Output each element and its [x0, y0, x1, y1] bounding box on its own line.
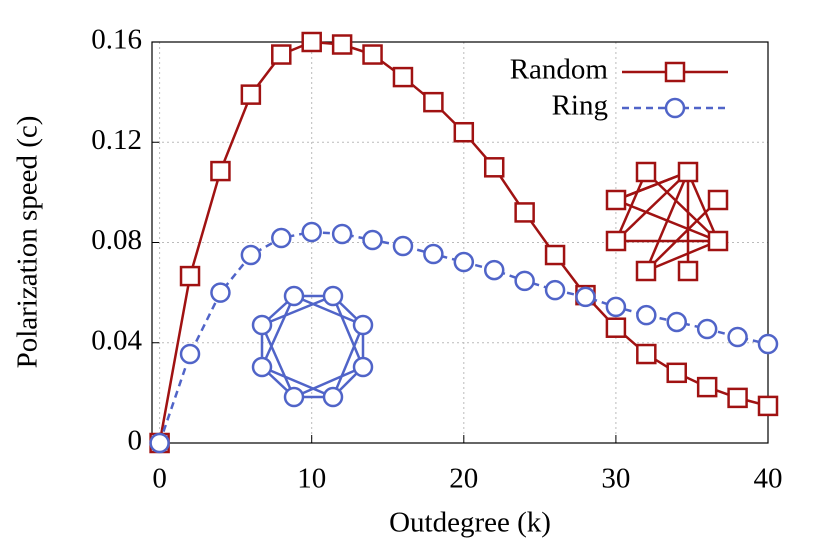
- marker: [179, 343, 201, 365]
- x-tick-label: 0: [152, 463, 167, 495]
- y-tick-label: 0.16: [91, 24, 142, 56]
- random-graph-icon: [605, 161, 729, 282]
- marker: [514, 202, 535, 223]
- marker: [636, 304, 657, 326]
- marker: [271, 44, 292, 65]
- marker: [301, 31, 322, 53]
- y-tick-label: 0: [128, 425, 143, 457]
- marker: [727, 326, 748, 348]
- marker: [757, 395, 779, 417]
- marker: [544, 244, 566, 266]
- marker: [757, 333, 779, 355]
- legend-marker: [664, 97, 686, 119]
- marker: [271, 227, 292, 249]
- marker: [362, 229, 383, 251]
- legend-label: Random: [510, 54, 609, 86]
- marker: [453, 121, 475, 143]
- marker: [696, 318, 718, 340]
- marker: [605, 296, 627, 318]
- x-tick-label: 30: [601, 463, 630, 495]
- x-tick-label: 20: [449, 463, 478, 495]
- marker: [483, 157, 505, 178]
- marker: [423, 91, 444, 113]
- marker: [483, 259, 505, 281]
- ring-graph-icon: [251, 285, 374, 408]
- legend-label: Ring: [552, 90, 608, 122]
- marker: [727, 387, 748, 409]
- marker: [514, 270, 535, 292]
- y-tick-label: 0.04: [91, 324, 142, 356]
- x-tick-label: 10: [297, 463, 326, 495]
- marker: [544, 279, 566, 301]
- marker: [149, 432, 170, 454]
- plot-frame: [151, 41, 769, 444]
- marker: [636, 343, 657, 365]
- marker: [423, 243, 444, 265]
- marker: [240, 84, 262, 105]
- marker: [240, 244, 262, 266]
- legend-marker: [664, 61, 686, 83]
- y-tick-label: 0.12: [91, 124, 142, 156]
- x-axis-label: Outdegree (k): [389, 507, 551, 539]
- marker: [605, 317, 627, 338]
- marker: [331, 223, 353, 245]
- marker: [696, 376, 718, 398]
- x-tick-label: 40: [754, 463, 783, 495]
- marker: [210, 282, 231, 303]
- marker: [331, 34, 353, 55]
- marker: [392, 66, 414, 88]
- marker: [362, 44, 383, 65]
- marker: [301, 221, 322, 243]
- marker: [179, 265, 201, 287]
- y-tick-label: 0.08: [91, 224, 142, 256]
- marker: [210, 160, 231, 182]
- marker: [392, 235, 414, 257]
- marker: [666, 311, 687, 333]
- marker: [575, 286, 596, 308]
- marker: [453, 251, 475, 273]
- y-axis-label: Polarization speed (c): [12, 116, 44, 369]
- marker: [666, 362, 687, 384]
